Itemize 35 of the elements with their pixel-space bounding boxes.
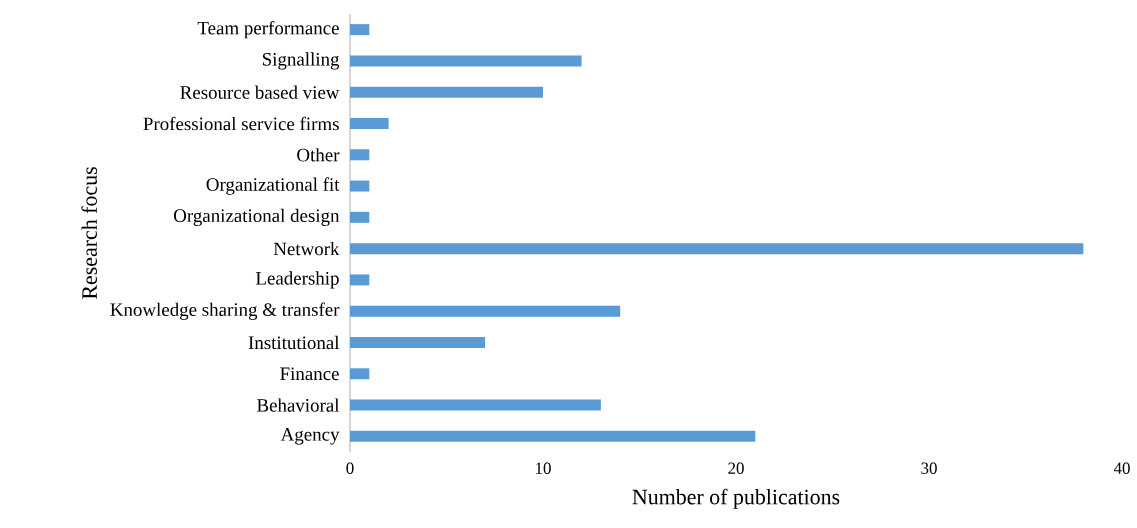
y-tick-label: Behavioral: [257, 398, 340, 412]
bar: [350, 399, 601, 411]
bar: [350, 430, 756, 442]
bar: [350, 86, 544, 98]
x-tick-label: 40: [1113, 462, 1130, 474]
y-tick-label: Other: [297, 148, 340, 162]
x-tick-label: 10: [536, 462, 551, 474]
bar: [350, 243, 1084, 255]
y-tick-label: Agency: [280, 428, 340, 445]
y-tick-label: Network: [273, 241, 340, 256]
bar: [350, 24, 370, 36]
y-tick-label: Signalling: [262, 52, 340, 70]
bar: [350, 55, 582, 67]
bar: [350, 368, 370, 380]
x-tick-label: 20: [728, 462, 744, 474]
x-axis-title: Number of publications: [632, 488, 840, 509]
y-tick-label: Institutional: [248, 335, 340, 350]
y-axis-title: Research focus: [81, 167, 97, 299]
bar: [350, 274, 370, 286]
y-tick-label: Professional service firms: [143, 116, 339, 131]
bar: [350, 117, 389, 129]
bar: [350, 149, 370, 161]
y-tick-label: Organizational design: [174, 208, 340, 226]
y-tick-label: Knowledge sharing & transfer: [110, 302, 340, 320]
bar: [350, 180, 370, 192]
bar: [350, 305, 621, 317]
x-tick-label: 0: [346, 462, 354, 474]
y-tick-label: Finance: [280, 367, 339, 381]
bar: [350, 211, 370, 223]
bar: [350, 336, 486, 348]
y-tick-label: Team performance: [197, 20, 339, 39]
x-tick-label: 30: [921, 462, 937, 474]
y-tick-label: Leadership: [255, 271, 339, 289]
y-tick-label: Resource based view: [180, 85, 340, 99]
y-tick-label: Organizational fit: [206, 177, 340, 195]
